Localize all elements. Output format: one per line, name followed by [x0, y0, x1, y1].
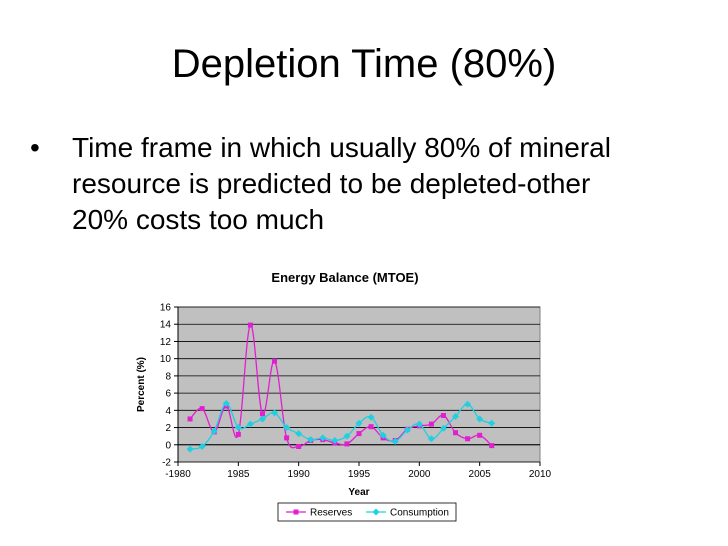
data-point [198, 443, 206, 450]
data-point [391, 437, 399, 445]
y-tick-label: 16 [160, 303, 172, 314]
y-tick-label: 4 [165, 406, 171, 417]
data-point [295, 430, 303, 438]
slide-title: Depletion Time (80%) [171, 42, 557, 86]
data-point [271, 409, 279, 417]
y-tick-label: 14 [160, 320, 172, 331]
x-axis-label: Year [348, 487, 369, 498]
legend-item-reserves: Reserves [286, 508, 352, 519]
data-point [465, 436, 471, 442]
data-point [319, 434, 327, 442]
data-point [464, 400, 472, 408]
data-point [415, 420, 423, 428]
data-point [368, 424, 374, 430]
data-point [272, 358, 278, 364]
x-tick-label: 2005 [469, 469, 492, 480]
bullet-dot-icon: • [30, 132, 40, 163]
series-layer [186, 322, 496, 453]
axes [174, 306, 541, 466]
data-point [452, 412, 460, 420]
data-point [210, 427, 218, 435]
data-point [296, 444, 302, 449]
data-point [187, 416, 193, 422]
data-point [428, 421, 434, 427]
data-point [307, 436, 315, 444]
x-tick-label: 2010 [529, 469, 552, 480]
data-point [199, 406, 205, 412]
x-tick-label: 1990 [288, 469, 311, 480]
data-point [453, 430, 459, 436]
y-tick-label: -2 [162, 458, 171, 469]
y-tick-label: 8 [165, 371, 171, 382]
y-tick-label: 6 [165, 389, 171, 400]
data-point [439, 424, 447, 432]
data-point [234, 424, 242, 432]
data-point [331, 436, 339, 444]
data-point [356, 431, 362, 437]
x-tick-label: 1995 [348, 469, 371, 480]
data-point [186, 445, 194, 453]
x-tick-label: 2000 [408, 469, 431, 480]
y-tick-label: 12 [160, 337, 172, 348]
data-point [489, 443, 495, 449]
data-point [222, 399, 230, 407]
x-tick-label: 1985 [227, 469, 250, 480]
x-tick-label: -1980 [165, 469, 191, 480]
y-tick-label: 10 [160, 354, 172, 365]
y-tick-label: 0 [165, 440, 171, 451]
data-point [372, 508, 380, 516]
data-point [427, 435, 435, 443]
data-point [440, 413, 446, 418]
data-point [284, 435, 290, 441]
data-point [488, 419, 496, 427]
data-point [235, 431, 241, 437]
legend-label: Reserves [310, 508, 352, 519]
data-point [283, 424, 291, 432]
data-point [476, 415, 484, 423]
x-tick-labels: -1980 1985 1990 1995 2000 2005 2010 [165, 469, 551, 480]
y-axis-label: Percent (%) [136, 357, 147, 412]
legend-label: Consumption [390, 508, 449, 519]
data-point [259, 411, 265, 417]
data-point [367, 413, 375, 421]
data-point [355, 419, 363, 427]
data-point [343, 432, 351, 440]
data-point [344, 441, 350, 447]
series-consumption [186, 399, 496, 453]
data-point [379, 431, 387, 439]
legend-item-consumption: Consumption [366, 508, 449, 519]
bullet-list: • Time frame in which usually 80% of min… [30, 130, 630, 238]
bullet-item: • Time frame in which usually 80% of min… [30, 130, 630, 238]
energy-balance-chart: Energy Balance (MTOE) -2 0 2 4 6 8 10 12 14 16 -1… [136, 270, 552, 522]
y-tick-label: 2 [165, 423, 171, 434]
y-tick-labels: -2 0 2 4 6 8 10 12 14 16 [160, 303, 172, 469]
chart-title: Energy Balance (MTOE) [271, 270, 418, 285]
data-point [258, 415, 266, 423]
chart-container: Energy Balance (MTOE) -2 0 2 4 6 8 10 12 14 16 -1… [130, 255, 560, 527]
data-point [403, 426, 411, 434]
chart-legend: Reserves Consumption [277, 502, 457, 522]
data-point [247, 322, 253, 328]
data-point [477, 432, 483, 438]
data-point [246, 420, 254, 428]
bullet-text: Time frame in which usually 80% of miner… [72, 132, 611, 235]
data-point [293, 509, 299, 515]
